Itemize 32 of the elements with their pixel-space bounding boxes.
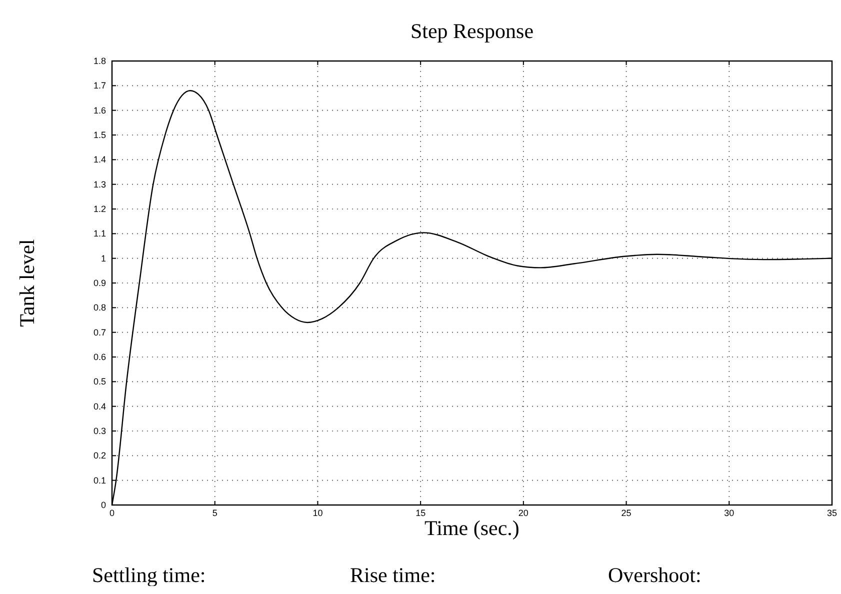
x-tick-label: 25	[621, 508, 632, 518]
y-tick-label: 0.3	[93, 426, 106, 436]
x-tick-label: 30	[724, 508, 734, 518]
y-tick-label: 1.6	[93, 105, 106, 116]
y-tick-label: 1.2	[93, 204, 106, 214]
x-axis-title: Time (sec.)	[424, 516, 520, 540]
y-tick-label: 1.3	[93, 179, 106, 190]
y-tick-label: 0.1	[93, 475, 106, 486]
chart-title: Step Response	[410, 19, 534, 43]
y-tick-label: 0.6	[93, 352, 106, 362]
text: Overshoot:	[608, 563, 702, 587]
y-tick-label: 1.5	[93, 130, 106, 140]
y-tick-label: 1.4	[93, 154, 106, 165]
x-tick-label: 0	[109, 508, 115, 518]
y-tick-label: 1.1	[93, 228, 106, 239]
y-axis-title: Tank level	[15, 238, 39, 327]
text: Rise time:	[350, 563, 436, 587]
y-tick-label: 0.4	[93, 401, 106, 412]
y-tick-label: 1.7	[93, 80, 106, 91]
x-tick-label: 35	[826, 508, 838, 518]
y-tick-label: 0.2	[93, 450, 106, 461]
y-tick-label: 0.7	[93, 327, 106, 338]
x-tick-label: 10	[312, 508, 323, 518]
y-tick-label: 1	[100, 253, 106, 264]
y-tick-label: 0.8	[93, 302, 106, 313]
y-tick-label: 1.8	[93, 56, 106, 66]
x-tick-label: 15	[416, 508, 426, 518]
y-tick-label: 0.5	[93, 376, 106, 387]
y-tick-label: 0.9	[93, 278, 106, 288]
x-tick-label: 20	[518, 508, 528, 518]
y-tick-label: 0	[100, 500, 106, 510]
x-tick-label: 5	[212, 508, 218, 518]
